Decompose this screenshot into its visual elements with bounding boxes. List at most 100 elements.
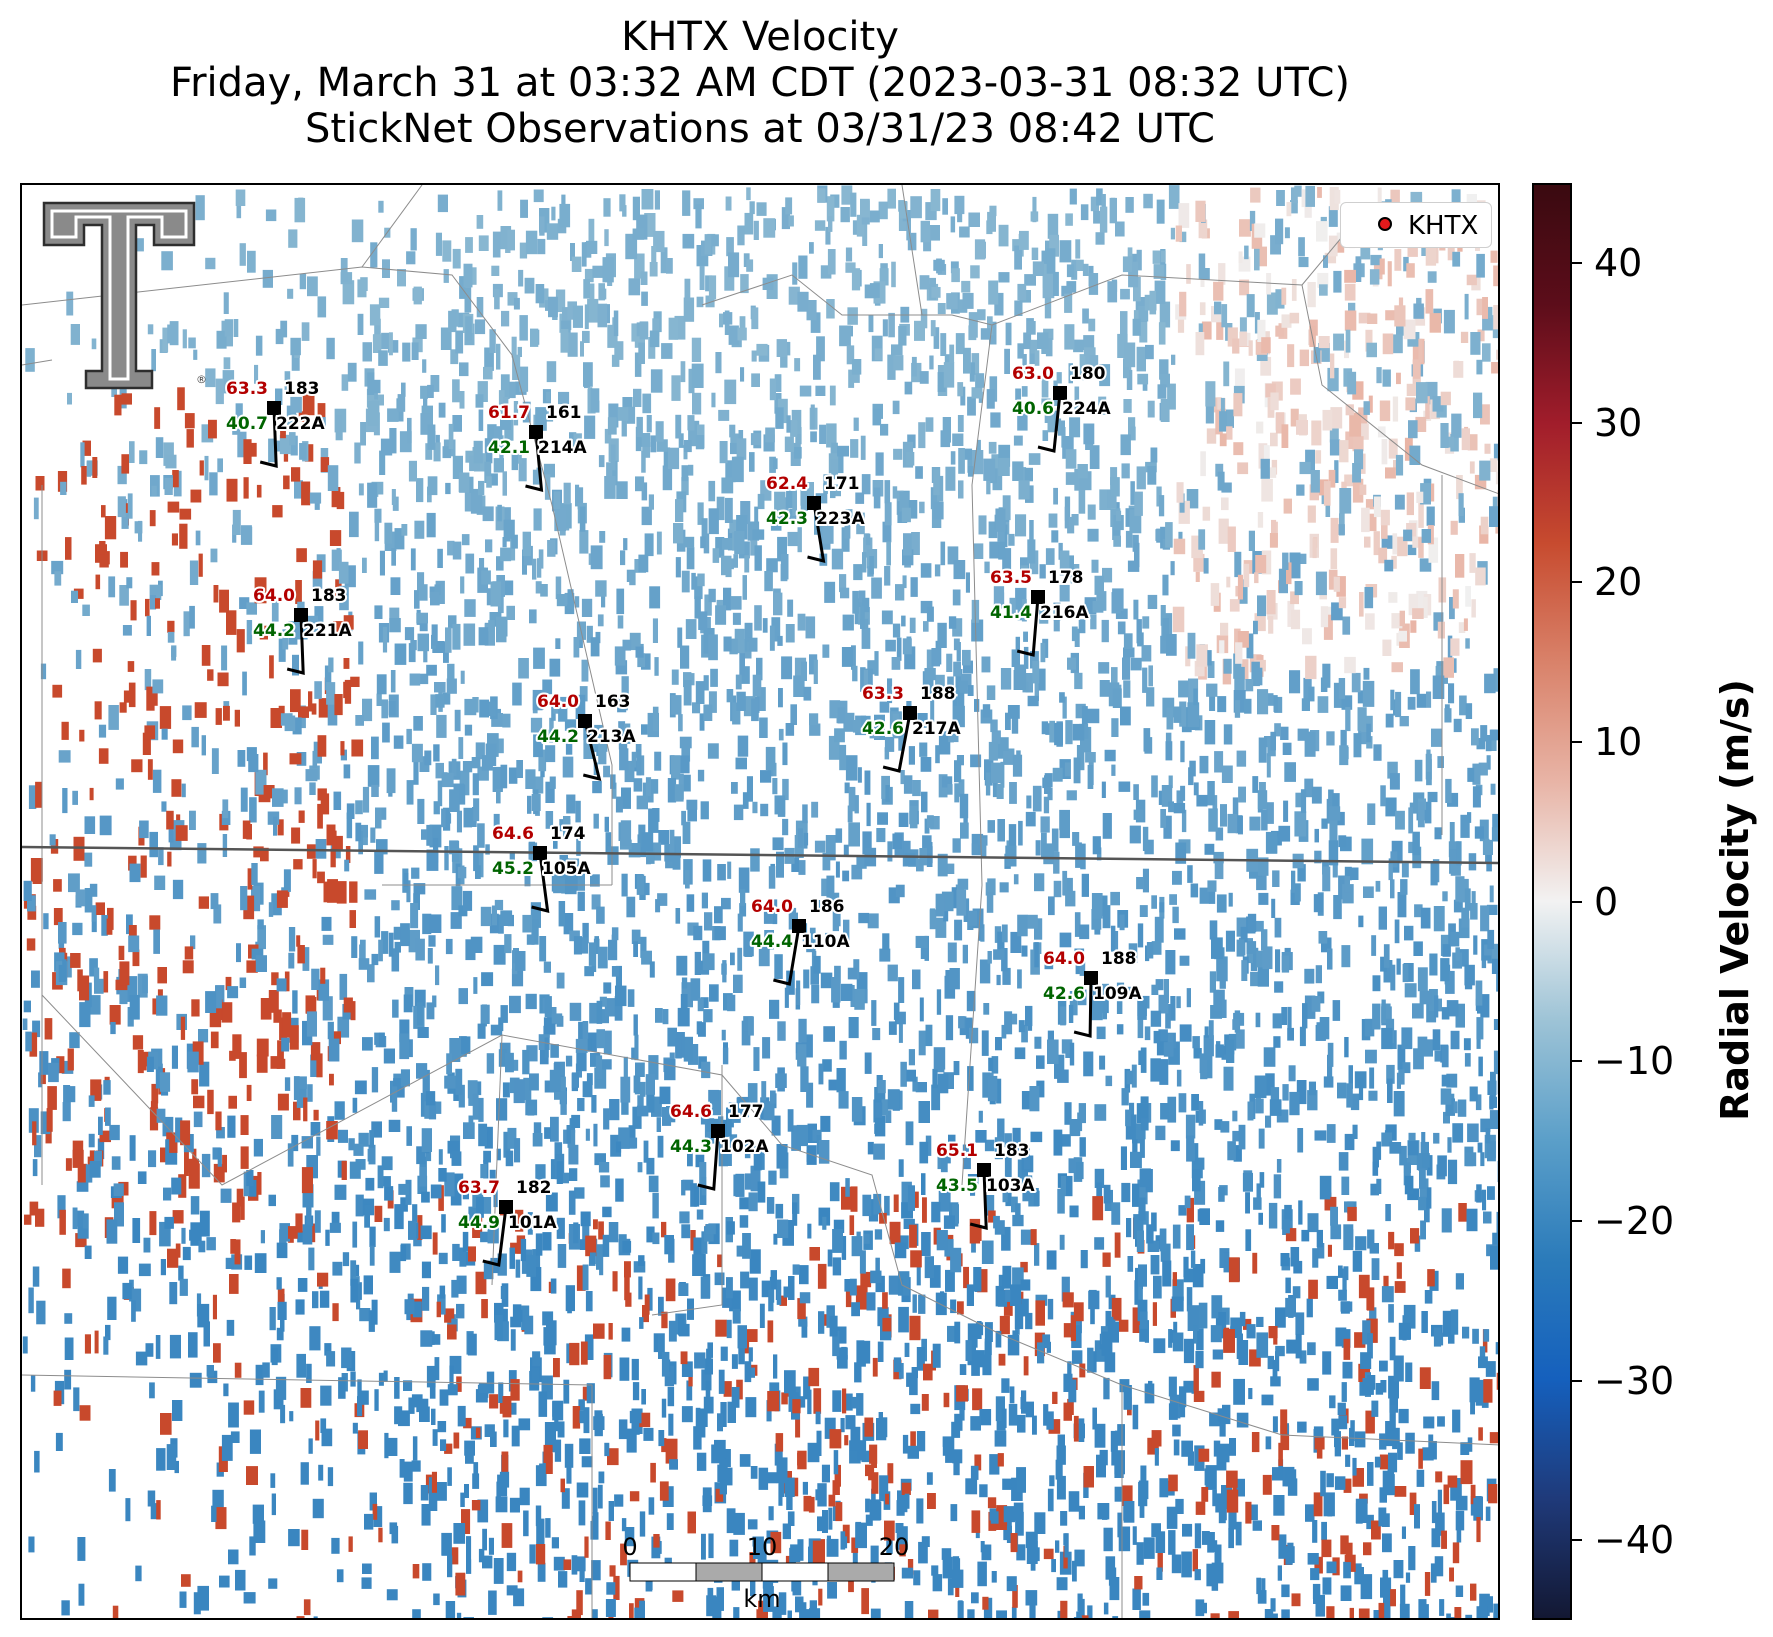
radar-gate — [1167, 1096, 1177, 1123]
radar-gate — [988, 280, 999, 305]
radar-gate — [567, 1616, 576, 1618]
radar-gate — [458, 1084, 465, 1108]
radar-gate — [243, 1592, 256, 1604]
radar-gate — [1358, 312, 1371, 324]
radar-gate — [295, 1213, 303, 1233]
radar-gate — [1388, 1304, 1394, 1323]
radar-gate — [579, 1239, 589, 1250]
radar-gate — [487, 701, 496, 716]
radar-gate — [636, 1105, 649, 1117]
radar-gate — [559, 855, 568, 878]
radar-gate — [155, 1335, 161, 1359]
radar-gate — [476, 851, 484, 878]
radar-gate — [171, 779, 182, 797]
radar-gate — [756, 657, 763, 681]
radar-gate — [1187, 632, 1196, 659]
radar-gate — [426, 849, 439, 871]
radar-gate — [537, 558, 542, 578]
radar-gate — [1024, 274, 1036, 286]
radar-gate — [1213, 281, 1224, 301]
radar-gate — [878, 244, 883, 259]
radar-gate — [249, 1180, 257, 1197]
radar-gate — [327, 700, 338, 726]
radar-gate — [429, 824, 442, 848]
radar-gate — [683, 680, 692, 706]
radar-gate — [1115, 608, 1128, 619]
radar-gate — [236, 629, 245, 653]
radar-gate — [862, 1194, 872, 1217]
radar-gate — [500, 414, 512, 430]
radar-gate — [1284, 227, 1290, 239]
radar-gate — [483, 1150, 491, 1163]
radar-gate — [496, 788, 501, 804]
radar-gate — [817, 1539, 825, 1563]
radar-gate — [832, 1480, 840, 1495]
radar-gate — [1344, 310, 1357, 331]
radar-gate — [1223, 1329, 1235, 1353]
radar-gate — [738, 1347, 745, 1365]
radar-gate — [979, 1484, 988, 1498]
radar-gate — [1266, 590, 1276, 615]
radar-gate — [1142, 868, 1149, 893]
radar-gate — [1293, 1260, 1303, 1274]
radar-gate — [715, 1488, 724, 1502]
radar-gate — [412, 1204, 418, 1223]
radar-gate — [1151, 1430, 1162, 1447]
radar-gate — [1388, 1375, 1399, 1399]
radar-gate — [1390, 1589, 1396, 1607]
radar-gate — [1128, 417, 1136, 436]
radar-gate — [269, 1307, 276, 1331]
radar-gate — [447, 1140, 460, 1154]
radar-gate — [708, 508, 719, 535]
radar-gate — [581, 242, 587, 267]
radar-gate — [1393, 1560, 1404, 1579]
radar-gate — [243, 895, 255, 920]
radar-gate — [546, 223, 559, 240]
map-frame[interactable]: 63.3 183 40.7 222A 61.7 161 42.1 214A 62.4 171 42.… — [20, 183, 1500, 1620]
radar-gate — [1062, 436, 1074, 459]
radar-gate — [207, 1370, 218, 1384]
radar-gate — [1490, 783, 1496, 795]
radar-gate — [1178, 680, 1189, 698]
radar-gate — [1193, 553, 1205, 572]
radar-gate — [1480, 404, 1490, 425]
radar-gate — [981, 656, 991, 673]
radar-gate — [350, 1371, 356, 1387]
radar-gate — [558, 1571, 568, 1588]
radar-gate — [1270, 1087, 1280, 1105]
radar-gate — [1401, 863, 1409, 878]
radar-gate — [860, 715, 871, 728]
radar-gate — [642, 442, 651, 458]
radar-gate — [60, 481, 67, 495]
radar-gate — [1245, 1192, 1250, 1214]
radar-gate — [191, 726, 199, 748]
radar-gate — [693, 1237, 704, 1261]
radar-gate — [1118, 1319, 1129, 1332]
radar-gate — [641, 450, 646, 473]
radar-gate — [709, 1090, 721, 1116]
radar-gate — [297, 945, 305, 964]
radar-gate — [1120, 706, 1131, 726]
radar-gate — [1133, 809, 1144, 820]
radar-gate — [758, 1600, 768, 1618]
radar-gate — [739, 652, 745, 677]
radar-gate — [696, 1452, 707, 1471]
radar-gate — [1163, 979, 1169, 1004]
radar-gate — [456, 1275, 467, 1294]
radar-gate — [583, 726, 589, 740]
radar-gate — [291, 349, 300, 371]
radar-gate — [1368, 1090, 1378, 1101]
radar-gate — [184, 413, 195, 429]
radar-gate — [1489, 885, 1494, 903]
radar-gate — [1353, 733, 1362, 758]
radar-gate — [782, 1523, 791, 1540]
radar-gate — [588, 942, 596, 966]
radar-gate — [488, 1590, 497, 1615]
radar-gate — [447, 1555, 453, 1578]
radar-gate — [638, 1276, 643, 1300]
radar-gate — [1491, 827, 1498, 842]
radar-gate — [1435, 998, 1442, 1012]
radar-gate — [869, 728, 880, 739]
radar-gate — [237, 431, 247, 458]
radar-gate — [1418, 338, 1423, 363]
